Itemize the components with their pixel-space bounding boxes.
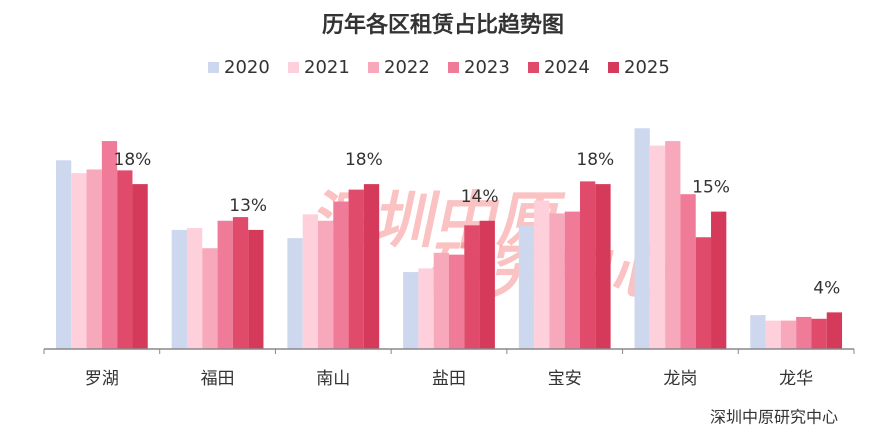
bar [317,220,334,349]
bar [665,141,681,349]
bar [217,220,233,349]
bar [549,213,565,349]
legend-swatch [288,62,299,73]
bar [464,225,480,349]
bar [826,312,843,349]
bar [518,225,535,349]
bar [86,169,102,349]
bar [287,238,303,349]
bar [403,272,419,349]
value-label: 13% [229,196,267,216]
value-label: 14% [461,187,499,207]
bar [765,320,781,349]
bar [55,160,72,349]
legend-swatch [448,62,459,73]
x-tick-label: 罗湖 [85,369,119,389]
legend-label: 2023 [464,57,510,78]
bar [564,211,581,349]
bar [811,318,827,349]
bar [248,229,264,349]
bar [580,181,596,349]
bar [634,128,650,349]
bar [418,268,434,349]
value-label: 15% [692,178,730,198]
bar [711,211,727,349]
bar [796,316,812,349]
legend-swatch [528,62,539,73]
bar [101,141,118,349]
bar [479,220,495,349]
bar [750,315,766,349]
bar [302,214,318,349]
legend-swatch [368,62,379,73]
source: 深圳中原研究中心 [710,408,838,427]
bar [780,320,797,349]
bar [649,145,666,349]
bar [363,184,380,349]
bar [680,194,696,349]
x-tick-label: 宝安 [548,369,582,389]
value-label: 18% [114,150,152,170]
legend-label: 2020 [224,57,270,78]
bar [333,201,349,349]
chart-title: 历年各区租赁占比趋势图 [322,12,564,38]
x-tick-label: 盐田 [432,369,466,389]
value-label: 4% [813,278,840,298]
bar [171,229,187,349]
legend-swatch [608,62,619,73]
bar [433,252,449,349]
bar [595,184,611,349]
legend-swatch [208,62,219,73]
bar [695,237,712,349]
bar [202,248,218,349]
legend-label: 2021 [304,57,350,78]
bar [132,184,148,349]
x-tick-label: 龙华 [779,369,813,389]
value-label: 18% [576,150,614,170]
bar [534,200,550,349]
legend-label: 2022 [384,57,430,78]
bar [186,228,203,349]
legend-label: 2024 [544,57,590,78]
bar [117,170,133,349]
bar [71,173,87,349]
value-label: 18% [345,150,383,170]
x-tick-label: 福田 [201,369,235,389]
x-tick-label: 南山 [316,369,350,389]
legend-label: 2025 [624,57,670,78]
bar [348,189,364,349]
bar [449,254,465,349]
x-tick-label: 龙岗 [663,369,697,389]
bar [232,217,249,349]
